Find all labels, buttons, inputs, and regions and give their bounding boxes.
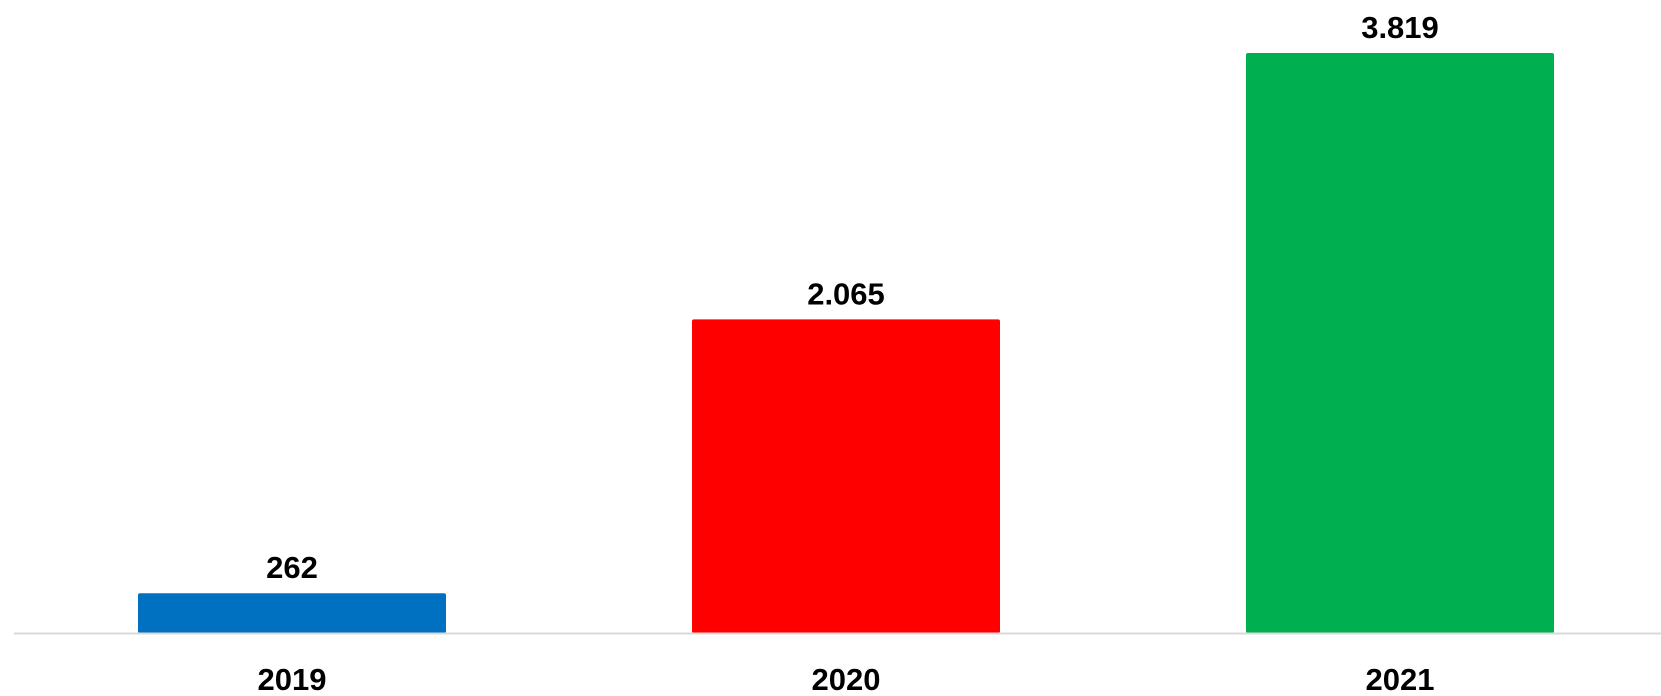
data-labels-group: 262 2.065 3.819 bbox=[266, 10, 1439, 585]
bar-2020 bbox=[692, 319, 1000, 633]
x-tick-label-2021: 2021 bbox=[1366, 662, 1435, 696]
data-label-2021: 3.819 bbox=[1361, 10, 1439, 45]
x-tick-label-2020: 2020 bbox=[812, 662, 881, 696]
bar-2021 bbox=[1246, 53, 1554, 633]
x-tick-labels-group: 2019 2020 2021 bbox=[258, 662, 1435, 696]
bar-2019 bbox=[138, 593, 446, 633]
data-label-2019: 262 bbox=[266, 550, 318, 585]
data-label-2020: 2.065 bbox=[807, 276, 885, 311]
bars-group bbox=[138, 53, 1554, 633]
x-tick-label-2019: 2019 bbox=[258, 662, 327, 696]
